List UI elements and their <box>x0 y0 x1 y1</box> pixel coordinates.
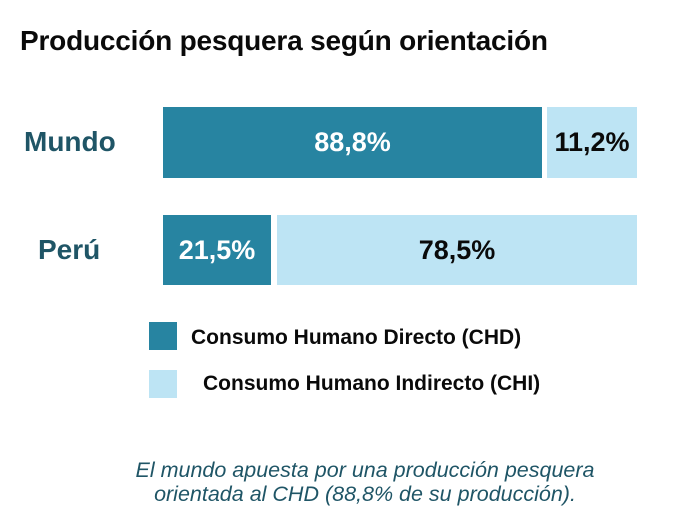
legend-swatch-chd <box>149 322 177 350</box>
bar-mundo-chi: 11,2% <box>547 107 637 178</box>
row-label-mundo: Mundo <box>24 126 116 157</box>
caption-line-1: El mundo apuesta por una producción pesq… <box>135 458 595 482</box>
caption-line-2: orientada al CHD (88,8% de su producción… <box>154 482 576 506</box>
bar-value-label: 21,5% <box>178 234 256 265</box>
bar-value-label: 11,2% <box>554 127 630 157</box>
bar-peru-chd: 21,5% <box>163 215 271 285</box>
bar-value-label: 88,8% <box>314 127 391 157</box>
caption: El mundo apuesta por una producción pesq… <box>40 458 689 506</box>
bar-mundo-chd: 88,8% <box>163 107 542 178</box>
legend-swatch-chi <box>149 370 177 398</box>
bar-value-label: 78,5% <box>418 234 496 265</box>
bar-peru-chi: 78,5% <box>277 215 637 285</box>
row-label-peru: Perú <box>38 234 101 265</box>
chart-title: Producción pesquera según orientación <box>20 25 548 56</box>
legend-label-chd: Consumo Humano Directo (CHD) <box>191 326 522 349</box>
legend-label-chi: Consumo Humano Indirecto (CHI) <box>203 372 541 395</box>
